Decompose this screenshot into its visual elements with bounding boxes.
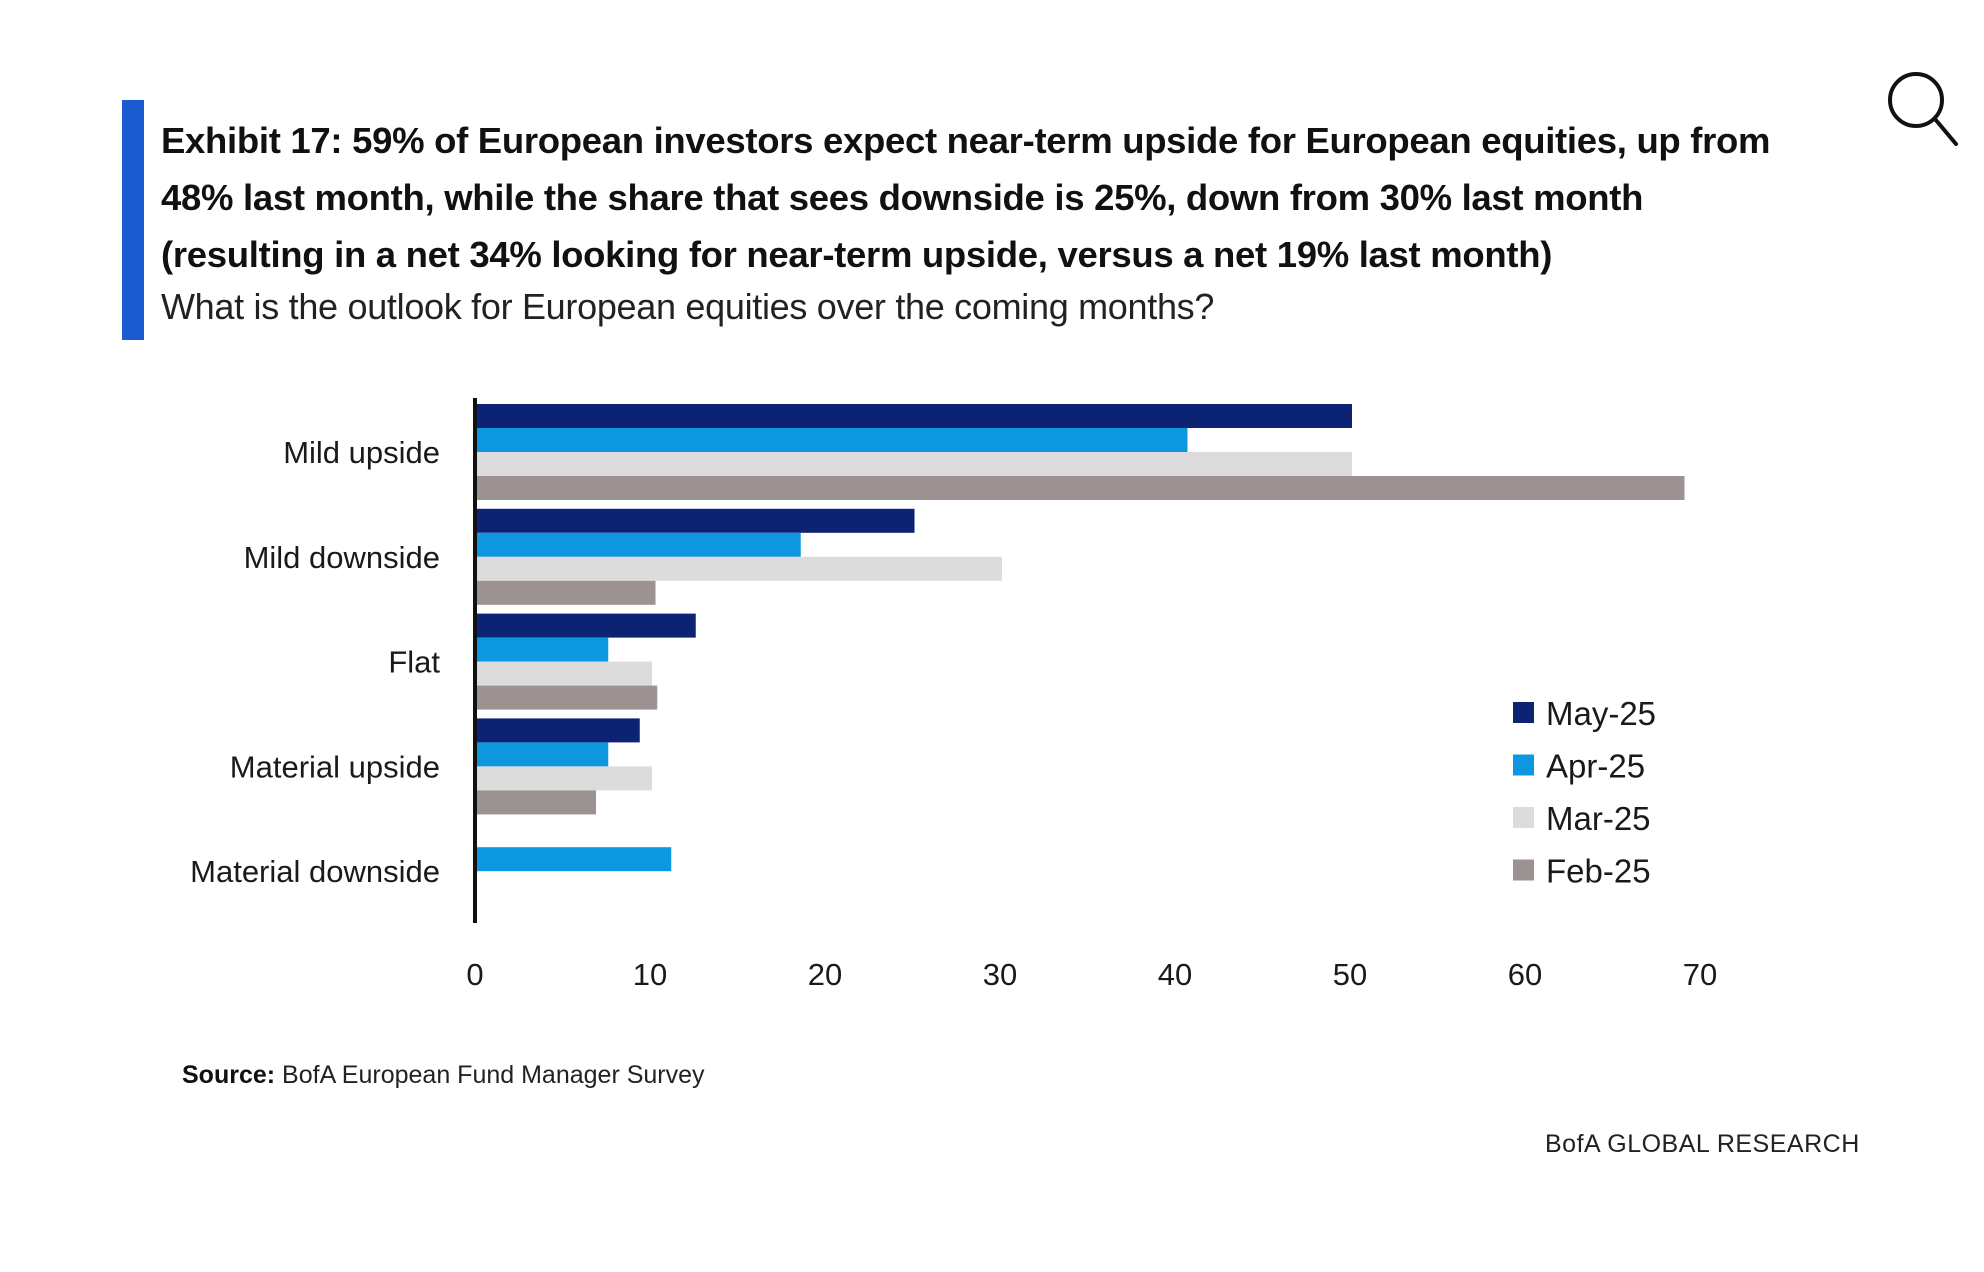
legend-label-apr-25: Apr-25 (1546, 748, 1645, 785)
legend-swatch-may-25 (1513, 702, 1534, 723)
bar-flat-mar-25 (477, 661, 652, 686)
bar-material-upside-mar-25 (477, 766, 652, 791)
bar-flat-may-25 (477, 613, 696, 638)
legend-swatch-feb-25 (1513, 859, 1534, 881)
bar-material-upside-feb-25 (477, 790, 596, 815)
x-tick-50: 50 (1333, 957, 1367, 992)
x-tick-20: 20 (808, 957, 842, 992)
exhibit-subtitle: What is the outlook for European equitie… (161, 286, 1215, 327)
source-text: BofA European Fund Manager Survey (275, 1061, 705, 1089)
x-tick-30: 30 (983, 957, 1017, 992)
bar-material-upside-may-25 (477, 718, 640, 743)
bars-layer (477, 404, 1685, 872)
x-tick-70: 70 (1683, 957, 1717, 992)
x-tick-0: 0 (466, 957, 483, 992)
bar-mild-upside-mar-25 (477, 452, 1352, 476)
legend-swatch-apr-25 (1513, 754, 1534, 776)
category-label-flat: Flat (388, 645, 440, 680)
bar-material-upside-apr-25 (477, 742, 609, 767)
bar-mild-downside-feb-25 (477, 580, 656, 605)
category-label-material-upside: Material upside (230, 749, 440, 784)
legend: May-25 Apr-25 Mar-25 Feb-25 (1513, 695, 1656, 890)
exhibit-title: Exhibit 17: 59% of European investors ex… (161, 112, 1881, 283)
title-line: Exhibit 17: 59% of European investors ex… (161, 120, 1771, 161)
bar-mild-downside-apr-25 (477, 532, 801, 557)
x-tick-40: 40 (1158, 957, 1192, 992)
bar-mild-upside-may-25 (477, 404, 1352, 428)
bar-mild-upside-apr-25 (477, 428, 1188, 452)
title-line: (resulting in a net 34% looking for near… (161, 234, 1553, 275)
bar-material-downside-apr-25 (477, 847, 672, 872)
category-label-material-downside: Material downside (190, 854, 440, 889)
bar-mild-downside-mar-25 (477, 556, 1002, 581)
legend-label-may-25: May-25 (1546, 695, 1656, 732)
magnifier-icon (1888, 72, 1958, 146)
source-note: Source: BofA European Fund Manager Surve… (182, 1061, 705, 1090)
legend-swatch-mar-25 (1513, 807, 1534, 828)
category-label-mild-downside: Mild downside (244, 540, 440, 575)
category-labels: Mild upside Mild downside Flat Material ups… (190, 435, 440, 889)
category-label-mild-upside: Mild upside (283, 435, 440, 470)
x-tick-labels: 0 10 20 30 40 50 60 70 (466, 957, 1717, 992)
legend-label-mar-25: Mar-25 (1546, 800, 1651, 837)
x-tick-10: 10 (633, 957, 667, 992)
search-button[interactable] (1880, 66, 1970, 156)
bar-flat-feb-25 (477, 685, 658, 710)
title-line: 48% last month, while the share that see… (161, 177, 1644, 218)
brand-footer: BofA GLOBAL RESEARCH (1545, 1130, 1860, 1158)
accent-bar (122, 100, 144, 340)
bar-flat-apr-25 (477, 637, 609, 662)
bar-mild-upside-feb-25 (477, 476, 1685, 500)
legend-label-feb-25: Feb-25 (1546, 853, 1651, 890)
bar-mild-downside-may-25 (477, 508, 915, 533)
source-label: Source: (182, 1061, 276, 1089)
x-tick-60: 60 (1508, 957, 1542, 992)
